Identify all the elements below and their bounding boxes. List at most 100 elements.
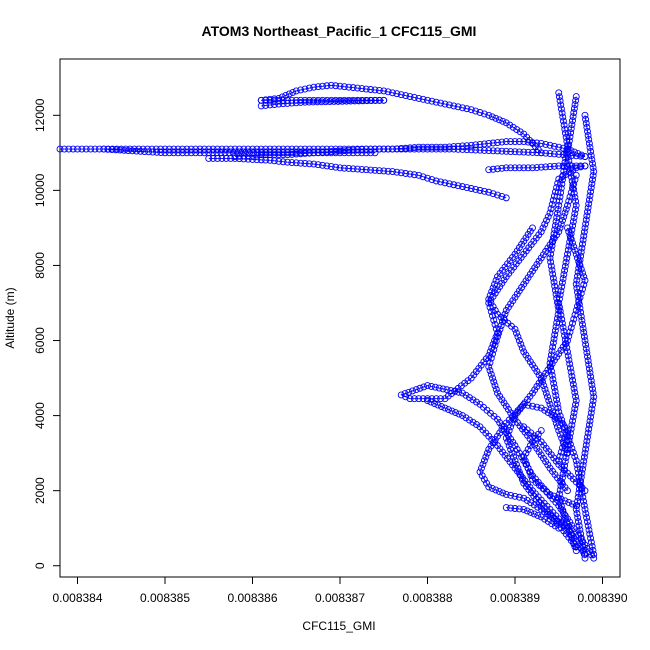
data-point [279,158,287,166]
data-point [550,335,558,343]
data-point [489,312,496,320]
data-point [393,168,401,176]
data-point [120,146,128,154]
data-point [472,146,480,154]
data-point [305,84,313,92]
data-point [482,453,490,461]
data-point [559,323,567,331]
data-point [454,103,462,111]
data-point [517,472,525,480]
data-point [250,149,258,157]
data-point [507,504,515,512]
data-point [520,130,528,138]
data-point [552,188,559,196]
data-point [582,119,590,127]
data-point [439,385,447,393]
data-point [572,401,579,409]
data-point [489,165,497,173]
data-point [539,378,546,386]
data-point [557,482,565,490]
data-point [574,288,581,296]
data-point [524,164,532,172]
data-point [511,138,519,146]
data-point [567,324,575,332]
data-point [380,96,388,104]
data-point [539,224,547,232]
data-point [494,147,501,155]
data-point [322,98,330,106]
data-point [476,186,484,194]
data-point [575,264,583,272]
data-point [551,415,559,423]
data-point [362,166,370,174]
data-point [555,228,563,236]
data-point [577,248,585,256]
data-point [130,145,138,153]
data-point [569,500,576,508]
data-point [524,148,532,156]
data-point [550,492,558,500]
data-point [443,386,451,394]
data-point [537,140,545,147]
data-point [257,156,265,164]
data-point [275,96,283,104]
data-point [492,114,500,122]
data-point [490,378,498,386]
data-point [473,398,480,406]
data-point [529,224,536,232]
data-point [319,161,326,169]
data-point [541,220,549,228]
data-point [305,149,313,157]
data-point [569,417,577,425]
data-point [572,201,580,209]
data-point [323,162,331,170]
data-point [179,145,186,153]
data-point [310,83,318,91]
data-point [551,222,559,230]
data-point [589,172,597,180]
data-point [419,95,427,103]
data-point [323,149,331,157]
data-point [285,90,293,98]
data-point [554,311,562,318]
chart-title: ATOM3 Northeast_Pacific_1 CFC115_GMI [202,23,477,39]
data-point [581,554,589,562]
data-point [547,250,555,258]
data-point [275,145,283,153]
data-point [568,152,576,159]
data-point [562,258,570,266]
data-point [498,193,506,200]
data-point [467,106,475,114]
data-point [575,473,583,481]
data-point [340,83,348,91]
data-point [570,214,578,222]
data-point [192,145,200,153]
data-point [537,149,545,157]
series-line [208,158,507,199]
x-tick-label: 0.008388 [402,591,452,605]
data-point [579,236,587,244]
data-point [587,184,595,192]
data-point [340,164,348,172]
data-point [187,145,195,153]
series-line [427,400,568,529]
data-point [349,145,357,153]
data-point [584,429,592,437]
data-point [561,497,569,505]
series-line [523,426,586,491]
data-point [547,262,555,270]
x-tick-label: 0.008386 [227,591,277,605]
data-point [502,119,510,127]
data-point [584,208,591,216]
data-point [463,184,471,192]
data-point [441,143,449,151]
series-line [400,165,595,559]
data-point [561,336,569,344]
data-point [575,522,583,530]
data-point [445,145,453,153]
data-point [564,246,572,254]
data-point [488,288,496,296]
data-point [314,149,322,157]
data-point [589,385,596,393]
data-point [560,271,568,278]
